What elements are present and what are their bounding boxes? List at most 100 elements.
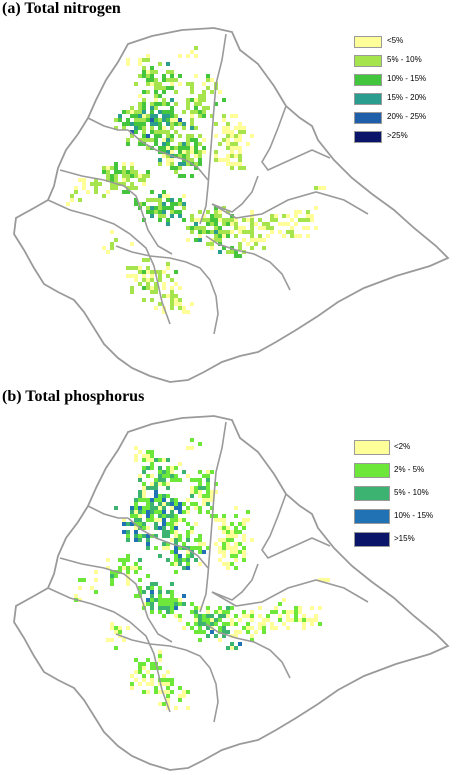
raster-cell xyxy=(122,190,126,194)
raster-cell xyxy=(282,598,286,602)
raster-cell xyxy=(178,162,182,166)
raster-cell xyxy=(146,526,150,530)
raster-cell xyxy=(118,626,122,630)
raster-cell xyxy=(142,74,146,78)
raster-cell xyxy=(110,230,114,234)
raster-cell xyxy=(146,270,150,274)
raster-cell xyxy=(218,546,222,550)
raster-cell xyxy=(130,290,134,294)
raster-cell xyxy=(162,74,166,78)
raster-cell xyxy=(122,178,126,182)
raster-cell xyxy=(302,218,306,222)
raster-cell xyxy=(150,474,154,478)
raster-cell xyxy=(142,102,146,106)
raster-cell xyxy=(162,150,166,154)
raster-cell xyxy=(210,242,214,246)
raster-cell xyxy=(182,206,186,210)
raster-cell xyxy=(218,550,222,554)
raster-cell xyxy=(322,186,326,190)
raster-cell xyxy=(134,566,138,570)
raster-cell xyxy=(166,130,170,134)
raster-cell xyxy=(186,706,190,710)
raster-cell xyxy=(202,98,206,102)
raster-cell xyxy=(242,126,246,130)
raster-cell xyxy=(202,94,206,98)
raster-cell xyxy=(186,550,190,554)
raster-cell xyxy=(158,598,162,602)
raster-cell xyxy=(190,610,194,614)
raster-cell xyxy=(142,470,146,474)
raster-cell xyxy=(186,98,190,102)
raster-cell xyxy=(138,74,142,78)
raster-cell xyxy=(194,162,198,166)
raster-cell xyxy=(206,106,210,110)
raster-cell xyxy=(122,530,126,534)
raster-cell xyxy=(154,690,158,694)
raster-cell xyxy=(266,618,270,622)
raster-cell xyxy=(178,462,182,466)
raster-cell xyxy=(206,498,210,502)
raster-cell xyxy=(134,82,138,86)
raster-cell xyxy=(142,454,146,458)
raster-cell xyxy=(294,214,298,218)
raster-cell xyxy=(170,678,174,682)
raster-cell xyxy=(230,622,234,626)
raster-cell xyxy=(214,514,218,518)
raster-cell xyxy=(158,214,162,218)
raster-cell xyxy=(170,682,174,686)
raster-cell xyxy=(162,514,166,518)
raster-cell xyxy=(126,138,130,142)
raster-cell xyxy=(158,506,162,510)
raster-cell xyxy=(250,626,254,630)
raster-cell xyxy=(142,130,146,134)
raster-cell xyxy=(206,546,210,550)
raster-cell xyxy=(114,162,118,166)
raster-cell xyxy=(154,498,158,502)
raster-cell xyxy=(246,510,250,514)
raster-cell xyxy=(130,506,134,510)
raster-cell xyxy=(94,190,98,194)
raster-cell xyxy=(262,622,266,626)
raster-cell xyxy=(134,658,138,662)
raster-cell xyxy=(142,178,146,182)
raster-cell xyxy=(114,574,118,578)
raster-cell xyxy=(226,146,230,150)
raster-cell xyxy=(182,510,186,514)
raster-cell xyxy=(250,614,254,618)
raster-cell xyxy=(198,630,202,634)
raster-cell xyxy=(138,478,142,482)
raster-cell xyxy=(170,590,174,594)
raster-cell xyxy=(138,474,142,478)
raster-cell xyxy=(202,90,206,94)
raster-cell xyxy=(170,514,174,518)
raster-cell xyxy=(194,490,198,494)
raster-cell xyxy=(130,510,134,514)
raster-cell xyxy=(142,286,146,290)
raster-cell xyxy=(138,590,142,594)
raster-cell xyxy=(170,598,174,602)
raster-cell xyxy=(218,618,222,622)
raster-cell xyxy=(250,618,254,622)
raster-cell xyxy=(146,510,150,514)
raster-cell xyxy=(166,486,170,490)
raster-cell xyxy=(170,202,174,206)
raster-cell xyxy=(158,658,162,662)
raster-cell xyxy=(146,454,150,458)
raster-cell xyxy=(122,170,126,174)
raster-cell xyxy=(186,154,190,158)
raster-cell xyxy=(138,558,142,562)
raster-cell xyxy=(150,486,154,490)
raster-cell xyxy=(146,670,150,674)
raster-cell xyxy=(150,594,154,598)
raster-cell xyxy=(154,290,158,294)
raster-cell xyxy=(158,650,162,654)
raster-cell xyxy=(138,514,142,518)
raster-cell xyxy=(158,82,162,86)
raster-cell xyxy=(182,594,186,598)
raster-cell xyxy=(150,122,154,126)
raster-cell xyxy=(122,566,126,570)
raster-cell xyxy=(198,606,202,610)
raster-cell xyxy=(242,130,246,134)
raster-cell xyxy=(170,582,174,586)
raster-cell xyxy=(206,230,210,234)
